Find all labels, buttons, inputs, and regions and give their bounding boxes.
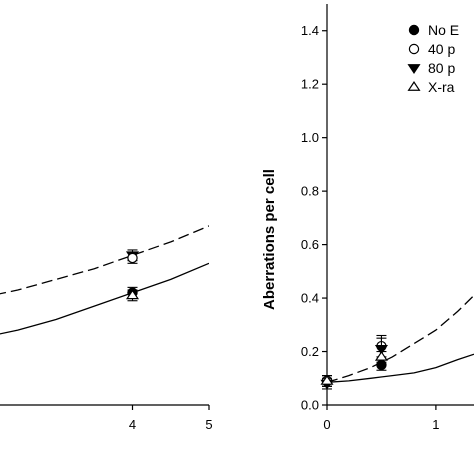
- x-tick-label: 5: [205, 417, 212, 432]
- y-tick-label: 0.6: [301, 237, 319, 252]
- y-tick-label: 0.4: [301, 291, 319, 306]
- legend-marker-filled-triangle-down: [407, 64, 421, 74]
- x-tick-label: 1: [432, 417, 439, 432]
- fit-curve-solid: [327, 353, 474, 383]
- data-point-open-circle: [127, 252, 138, 264]
- y-tick-label: 0.8: [301, 184, 319, 199]
- fit-curve-solid: [0, 262, 209, 335]
- legend-marker-open-circle: [408, 43, 420, 55]
- legend-label: X-ra: [428, 79, 455, 95]
- x-tick-label: 0: [323, 417, 330, 432]
- y-axis-title: Aberrations per cell: [261, 169, 278, 310]
- y-tick-label: 0.0: [301, 398, 319, 413]
- data-point-filled-triangle-down: [374, 345, 388, 355]
- legend-label: 80 p: [428, 60, 455, 76]
- y-tick-label: 1.4: [301, 23, 319, 38]
- fit-curve-dashed: [0, 225, 209, 295]
- data-point-open-triangle-up: [374, 350, 388, 361]
- x-tick-label: 4: [129, 417, 136, 432]
- right-panel: 0.0 0.2 0.4 0.6 0.8 1.0 1.2 1.4 Aberrations per …: [261, 4, 474, 432]
- fit-curve-dashed: [327, 294, 474, 383]
- legend-label: 40 p: [428, 41, 455, 57]
- data-point-open-triangle-up: [125, 289, 140, 300]
- y-tick-label: 1.2: [301, 77, 319, 92]
- y-tick-label: 0.2: [301, 344, 319, 359]
- legend-marker-open-triangle-up: [407, 81, 421, 91]
- data-point-open-triangle-up: [320, 374, 334, 385]
- legend-label: No E: [428, 22, 459, 38]
- legend-marker-filled-circle: [408, 24, 420, 36]
- y-tick-label: 1.0: [301, 130, 319, 145]
